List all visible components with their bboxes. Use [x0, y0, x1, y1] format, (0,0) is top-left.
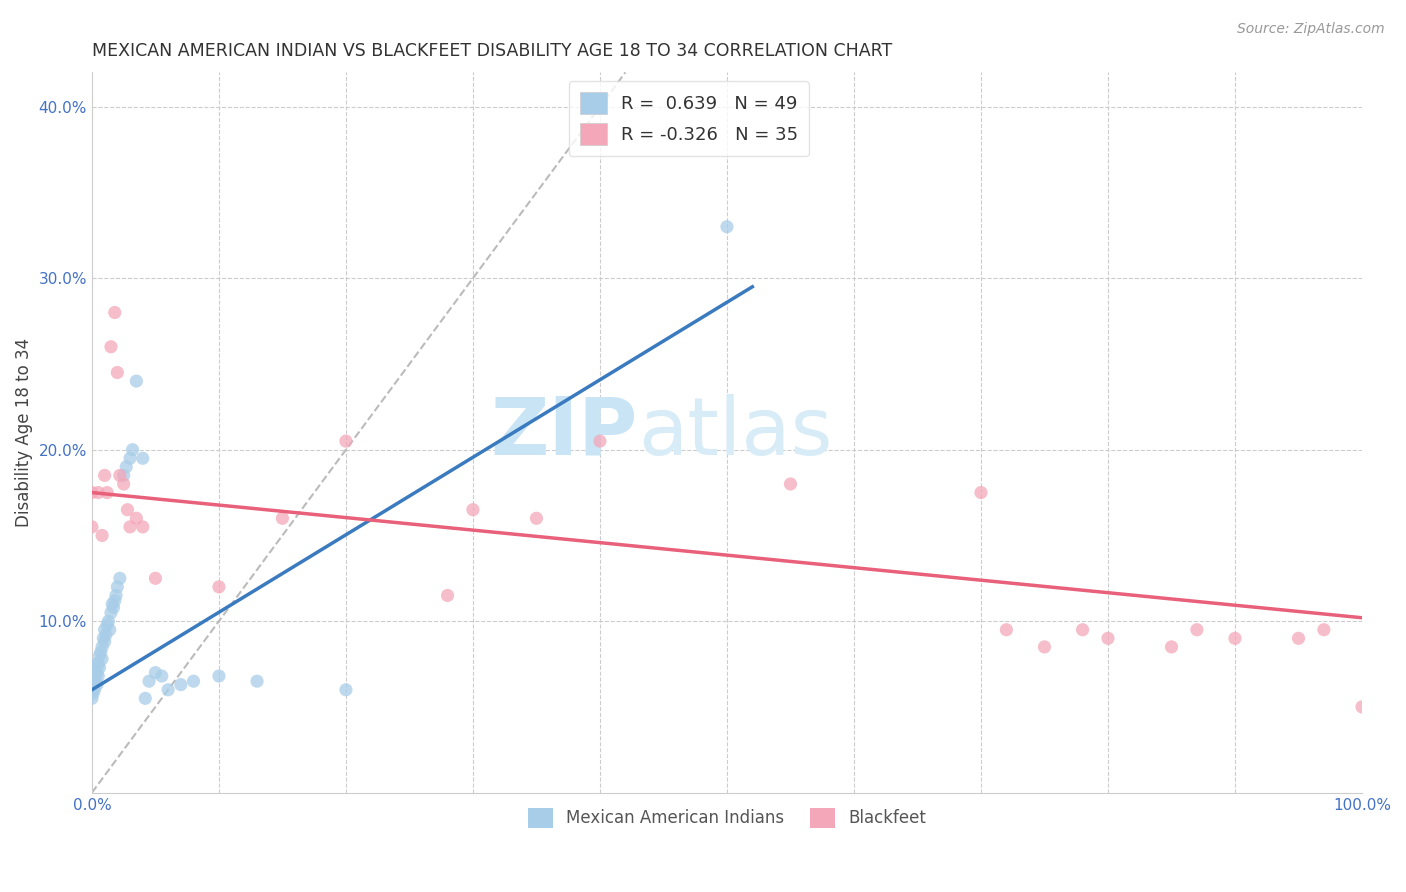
Point — [89, 648, 111, 663]
Point — [1033, 640, 1056, 654]
Point — [91, 640, 114, 654]
Point — [779, 477, 801, 491]
Point — [970, 485, 993, 500]
Point — [101, 597, 124, 611]
Point — [91, 528, 114, 542]
Point — [112, 468, 135, 483]
Point — [104, 305, 127, 319]
Point — [132, 451, 155, 466]
Point — [105, 366, 128, 380]
Point — [82, 686, 104, 700]
Point — [108, 468, 131, 483]
Text: ZIP: ZIP — [491, 393, 638, 472]
Point — [89, 660, 111, 674]
Point — [526, 511, 548, 525]
Point — [335, 434, 357, 449]
Point — [100, 340, 122, 354]
Point — [125, 374, 148, 388]
Point — [117, 502, 139, 516]
Point — [93, 632, 115, 646]
Point — [1097, 632, 1119, 646]
Point — [94, 628, 117, 642]
Point — [87, 485, 110, 500]
Point — [87, 657, 110, 671]
Point — [134, 691, 156, 706]
Point — [87, 669, 110, 683]
Point — [157, 682, 180, 697]
Point — [1313, 623, 1336, 637]
Point — [1185, 623, 1208, 637]
Y-axis label: Disability Age 18 to 34: Disability Age 18 to 34 — [15, 338, 32, 527]
Point — [1071, 623, 1094, 637]
Point — [96, 485, 118, 500]
Point — [1223, 632, 1246, 646]
Point — [145, 571, 167, 585]
Point — [145, 665, 167, 680]
Point — [82, 674, 104, 689]
Point — [170, 678, 193, 692]
Point — [125, 511, 148, 525]
Point — [121, 442, 143, 457]
Point — [84, 669, 107, 683]
Point — [96, 617, 118, 632]
Point — [995, 623, 1018, 637]
Point — [208, 580, 231, 594]
Point — [103, 600, 125, 615]
Point — [105, 589, 128, 603]
Point — [80, 682, 103, 697]
Point — [271, 511, 294, 525]
Point — [118, 520, 141, 534]
Point — [105, 580, 128, 594]
Point — [183, 674, 205, 689]
Point — [91, 652, 114, 666]
Text: MEXICAN AMERICAN INDIAN VS BLACKFEET DISABILITY AGE 18 TO 34 CORRELATION CHART: MEXICAN AMERICAN INDIAN VS BLACKFEET DIS… — [91, 42, 893, 60]
Point — [132, 520, 155, 534]
Point — [208, 669, 231, 683]
Point — [86, 665, 108, 680]
Point — [104, 593, 127, 607]
Point — [80, 691, 103, 706]
Point — [80, 520, 103, 534]
Point — [83, 682, 105, 697]
Point — [80, 665, 103, 680]
Point — [115, 459, 138, 474]
Point — [150, 669, 173, 683]
Point — [84, 657, 107, 671]
Point — [589, 434, 612, 449]
Text: Source: ZipAtlas.com: Source: ZipAtlas.com — [1237, 22, 1385, 37]
Point — [93, 468, 115, 483]
Text: atlas: atlas — [638, 393, 832, 472]
Point — [335, 682, 357, 697]
Point — [93, 634, 115, 648]
Point — [90, 645, 112, 659]
Point — [118, 451, 141, 466]
Point — [80, 485, 103, 500]
Point — [138, 674, 160, 689]
Point — [461, 502, 484, 516]
Point — [83, 662, 105, 676]
Point — [1288, 632, 1310, 646]
Point — [112, 477, 135, 491]
Point — [100, 606, 122, 620]
Point — [1351, 700, 1374, 714]
Point — [436, 589, 458, 603]
Point — [716, 219, 738, 234]
Point — [1160, 640, 1182, 654]
Point — [93, 623, 115, 637]
Point — [108, 571, 131, 585]
Point — [246, 674, 269, 689]
Point — [98, 623, 121, 637]
Point — [97, 614, 120, 628]
Point — [86, 678, 108, 692]
Legend: Mexican American Indians, Blackfeet: Mexican American Indians, Blackfeet — [522, 801, 932, 835]
